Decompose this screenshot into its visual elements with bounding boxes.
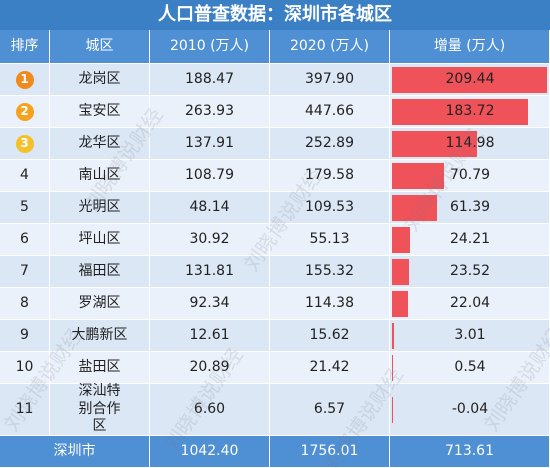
table-cell: 179.58	[270, 160, 390, 192]
table-cell: 15.62	[270, 320, 390, 352]
header-cell: 增量 (万人)	[390, 30, 550, 64]
table-cell: 盐田区	[50, 352, 150, 384]
rank-cell: 6	[0, 224, 50, 256]
increase-cell	[390, 384, 550, 436]
rank-cell: 11	[0, 384, 50, 436]
data-bar	[392, 259, 410, 285]
data-bar	[392, 291, 409, 317]
total-cell: 1042.40	[150, 436, 270, 468]
data-bar	[392, 355, 393, 381]
table-cell: 397.90	[270, 64, 390, 96]
table-cell: 20.89	[150, 352, 270, 384]
data-bar	[392, 99, 528, 125]
table-cell: 6.57	[270, 384, 390, 436]
table-cell: 137.91	[150, 128, 270, 160]
data-bar	[392, 67, 547, 93]
total-cell: 深圳市	[0, 436, 150, 468]
rank-badge: 1	[15, 70, 34, 89]
data-bar	[392, 195, 438, 221]
increase-value: 0.54	[454, 359, 486, 376]
table-cell: 263.93	[150, 96, 270, 128]
rank-cell: 9	[0, 320, 50, 352]
rank-cell: 5	[0, 192, 50, 224]
data-bar	[392, 397, 393, 423]
data-bar	[392, 323, 395, 349]
table-cell: 109.53	[270, 192, 390, 224]
table-cell: 南山区	[50, 160, 150, 192]
table-cell: 深汕特别合作区	[50, 383, 150, 436]
table-cell: 188.47	[150, 64, 270, 96]
table-cell: 罗湖区	[50, 288, 150, 320]
table-cell: 光明区	[50, 192, 150, 224]
rank-cell: 4	[0, 160, 50, 192]
rank-cell: 3	[0, 128, 50, 160]
data-bar	[392, 227, 410, 253]
table-cell: 21.42	[270, 352, 390, 384]
increase-value: 209.44	[445, 71, 495, 88]
increase-cell	[390, 288, 550, 320]
rank-cell: 10	[0, 352, 50, 384]
increase-value: 183.72	[445, 103, 495, 120]
rank-badge: 3	[15, 134, 34, 153]
table-cell: 252.89	[270, 128, 390, 160]
table-cell: 6.60	[150, 384, 270, 436]
increase-value: 70.79	[449, 167, 491, 184]
table-cell: 55.13	[270, 224, 390, 256]
table-cell: 92.34	[150, 288, 270, 320]
table-cell: 447.66	[270, 96, 390, 128]
rank-cell: 1	[0, 64, 50, 96]
increase-cell	[390, 256, 550, 288]
total-cell: 713.61	[390, 436, 550, 468]
data-bar	[392, 131, 478, 157]
table-cell: 龙岗区	[50, 64, 150, 96]
table-cell: 114.38	[270, 288, 390, 320]
rank-cell: 7	[0, 256, 50, 288]
table-cell: 48.14	[150, 192, 270, 224]
table-cell: 108.79	[150, 160, 270, 192]
rank-badge: 2	[15, 102, 34, 121]
table-cell: 龙华区	[50, 128, 150, 160]
table-cell: 福田区	[50, 256, 150, 288]
rank-cell: 8	[0, 288, 50, 320]
increase-cell	[390, 224, 550, 256]
increase-value: 114.98	[445, 135, 495, 152]
increase-value: 23.52	[449, 263, 491, 280]
table-cell: 155.32	[270, 256, 390, 288]
data-bar	[392, 163, 445, 189]
increase-cell	[390, 320, 550, 352]
table-cell: 30.92	[150, 224, 270, 256]
increase-value: -0.04	[451, 401, 489, 418]
title: 人口普查数据：深圳市各城区	[0, 0, 550, 30]
header-cell: 排序	[0, 30, 50, 64]
header-cell: 城区	[50, 30, 150, 64]
rank-cell: 2	[0, 96, 50, 128]
increase-value: 3.01	[454, 327, 486, 344]
table-cell: 大鹏新区	[50, 320, 150, 352]
increase-value: 61.39	[449, 199, 491, 216]
increase-cell	[390, 352, 550, 384]
table-cell: 宝安区	[50, 96, 150, 128]
table-cell: 131.81	[150, 256, 270, 288]
increase-value: 22.04	[449, 295, 491, 312]
table-cell: 坪山区	[50, 224, 150, 256]
header-cell: 2010 (万人)	[150, 30, 270, 64]
total-cell: 1756.01	[270, 436, 390, 468]
table-cell: 12.61	[150, 320, 270, 352]
header-cell: 2020 (万人)	[270, 30, 390, 64]
increase-value: 24.21	[449, 231, 491, 248]
